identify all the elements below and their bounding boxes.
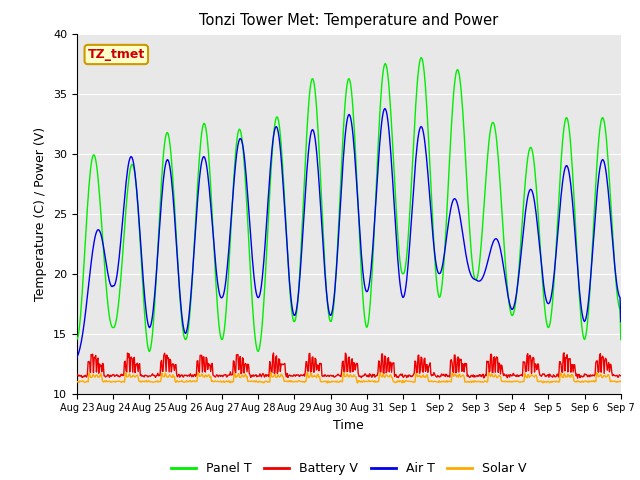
Solar V: [433, 379, 440, 384]
Legend: Panel T, Battery V, Air T, Solar V: Panel T, Battery V, Air T, Solar V: [166, 457, 531, 480]
Line: Air T: Air T: [77, 108, 621, 358]
Air T: [431, 257, 439, 263]
Air T: [617, 319, 625, 324]
Panel T: [145, 348, 153, 354]
Air T: [139, 268, 147, 274]
Panel T: [433, 274, 440, 280]
Solar V: [617, 379, 625, 384]
Battery V: [139, 373, 147, 379]
Title: Tonzi Tower Met: Temperature and Power: Tonzi Tower Met: Temperature and Power: [199, 13, 499, 28]
Battery V: [73, 371, 81, 377]
Air T: [416, 127, 424, 132]
Panel T: [617, 336, 625, 342]
Solar V: [223, 378, 230, 384]
Text: TZ_tmet: TZ_tmet: [88, 48, 145, 61]
Battery V: [223, 374, 230, 380]
Panel T: [417, 55, 425, 60]
Panel T: [223, 289, 231, 295]
Solar V: [73, 379, 81, 384]
Line: Solar V: Solar V: [77, 372, 621, 383]
Battery V: [83, 374, 90, 380]
Panel T: [73, 336, 81, 342]
Air T: [223, 271, 230, 277]
Solar V: [139, 378, 147, 384]
Battery V: [574, 375, 582, 381]
Solar V: [417, 374, 424, 380]
Solar V: [194, 370, 202, 376]
Line: Panel T: Panel T: [77, 58, 621, 351]
Y-axis label: Temperature (C) / Power (V): Temperature (C) / Power (V): [35, 127, 47, 300]
Battery V: [194, 358, 202, 363]
Panel T: [83, 217, 90, 223]
Solar V: [354, 380, 362, 386]
Battery V: [415, 352, 422, 358]
Air T: [381, 106, 388, 111]
Line: Battery V: Battery V: [77, 353, 621, 378]
Battery V: [617, 373, 625, 379]
X-axis label: Time: Time: [333, 419, 364, 432]
Panel T: [195, 166, 202, 172]
Air T: [194, 193, 202, 199]
Air T: [73, 355, 81, 360]
Air T: [83, 300, 90, 306]
Panel T: [139, 280, 147, 286]
Battery V: [560, 350, 568, 356]
Battery V: [431, 372, 438, 377]
Panel T: [416, 60, 424, 65]
Solar V: [83, 379, 90, 384]
Solar V: [340, 370, 348, 375]
